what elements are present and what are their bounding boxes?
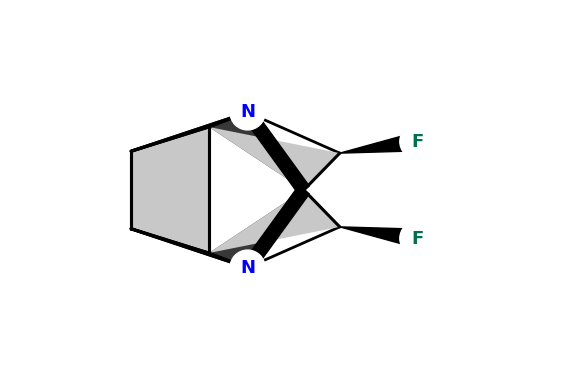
Text: N: N xyxy=(240,259,255,277)
Polygon shape xyxy=(340,132,419,153)
Polygon shape xyxy=(242,108,309,194)
Text: F: F xyxy=(411,133,423,150)
Circle shape xyxy=(400,221,435,256)
Polygon shape xyxy=(209,127,340,190)
Polygon shape xyxy=(131,127,209,253)
Polygon shape xyxy=(340,227,419,248)
Polygon shape xyxy=(209,190,340,253)
Text: N: N xyxy=(240,103,255,121)
Polygon shape xyxy=(131,112,248,151)
Circle shape xyxy=(230,250,265,285)
Circle shape xyxy=(230,95,265,130)
Text: F: F xyxy=(411,230,423,247)
Polygon shape xyxy=(209,112,304,190)
Polygon shape xyxy=(209,190,304,268)
Polygon shape xyxy=(131,229,248,268)
Polygon shape xyxy=(242,186,309,272)
Circle shape xyxy=(400,124,435,159)
